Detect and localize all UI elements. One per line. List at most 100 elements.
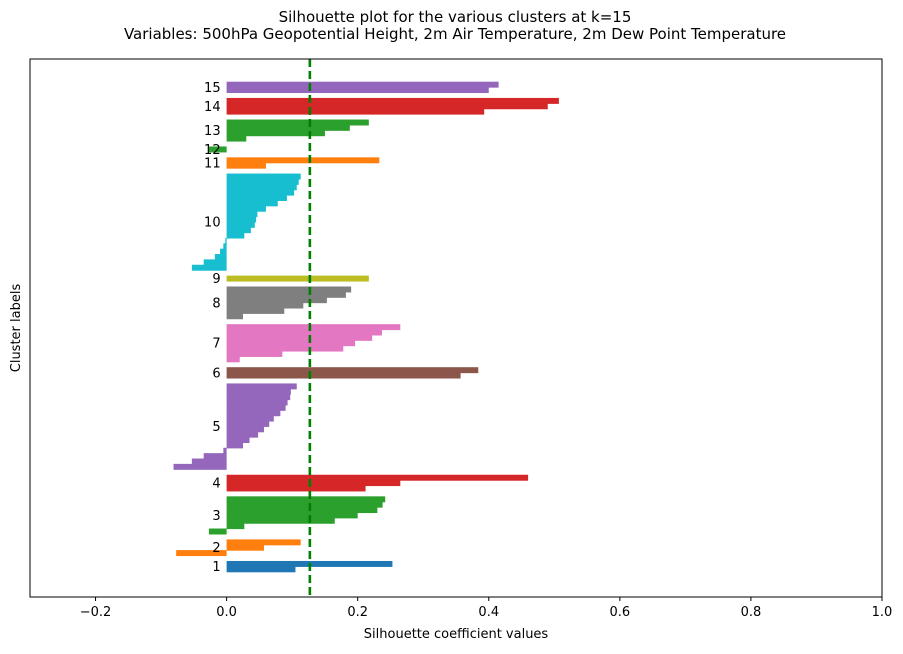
silhouette-bar-cluster-10	[226, 173, 301, 180]
cluster-label-5: 5	[212, 420, 220, 435]
silhouette-bar-cluster-10	[220, 248, 227, 255]
silhouette-bar-cluster-2	[226, 539, 301, 546]
x-tick-label: 0.2	[347, 605, 368, 620]
silhouette-bar-cluster-10	[203, 259, 227, 266]
silhouette-bar-cluster-15	[226, 81, 499, 88]
silhouette-bar-cluster-13	[226, 119, 369, 126]
silhouette-bar-cluster-7	[226, 345, 344, 352]
cluster-label-3: 3	[212, 509, 220, 524]
silhouette-bar-cluster-5	[173, 463, 227, 470]
silhouette-bar-cluster-3	[226, 501, 383, 508]
silhouette-bar-cluster-9	[226, 275, 369, 282]
silhouette-bar-cluster-5	[203, 453, 227, 460]
silhouette-bar-cluster-13	[226, 135, 247, 142]
cluster-label-11: 11	[204, 157, 221, 172]
silhouette-bar-cluster-8	[226, 291, 346, 298]
x-tick-label: 0.4	[478, 605, 499, 620]
x-axis-label: Silhouette coefficient values	[364, 627, 549, 642]
silhouette-bar-cluster-10	[223, 243, 227, 250]
x-tick-label: 0.6	[610, 605, 631, 620]
silhouette-bar-cluster-5	[226, 383, 297, 390]
silhouette-bar-cluster-3	[226, 507, 378, 514]
silhouette-bar-cluster-6	[226, 367, 479, 374]
silhouette-bar-cluster-5	[226, 410, 281, 417]
silhouette-bar-cluster-5	[226, 426, 264, 433]
x-tick-label: 0.0	[216, 605, 237, 620]
silhouette-bar-cluster-5	[226, 420, 270, 427]
silhouette-bar-cluster-3	[226, 496, 386, 503]
silhouette-bar-cluster-13	[226, 130, 325, 137]
silhouette-bar-cluster-5	[226, 437, 250, 444]
cluster-label-14: 14	[204, 100, 221, 115]
silhouette-bar-cluster-8	[226, 286, 352, 293]
silhouette-bar-cluster-3	[226, 517, 335, 524]
cluster-label-9: 9	[212, 272, 220, 287]
silhouette-bar-cluster-10	[226, 189, 295, 196]
silhouette-bar-cluster-7	[226, 324, 401, 331]
silhouette-bar-cluster-6	[226, 372, 461, 379]
cluster-label-1: 1	[212, 560, 220, 575]
silhouette-bar-cluster-4	[226, 474, 529, 481]
silhouette-bar-cluster-7	[226, 334, 373, 341]
silhouette-bar-cluster-5	[226, 388, 291, 395]
cluster-label-8: 8	[212, 296, 220, 311]
silhouette-bar-cluster-5	[226, 415, 274, 422]
silhouette-bar-cluster-5	[226, 431, 259, 438]
silhouette-bar-cluster-2	[226, 544, 264, 551]
cluster-label-15: 15	[204, 81, 221, 96]
silhouette-bar-cluster-5	[191, 458, 227, 465]
x-tick-label: −0.2	[80, 605, 112, 620]
x-axis-ticks: −0.2 0.0 0.2 0.4 0.6 0.8 1.0	[80, 597, 893, 620]
silhouette-bar-cluster-5	[226, 399, 288, 406]
silhouette-bar-cluster-3	[226, 512, 358, 519]
silhouette-bar-cluster-5	[226, 404, 286, 411]
silhouette-bar-cluster-10	[226, 195, 287, 201]
silhouette-bar-cluster-10	[226, 200, 278, 207]
cluster-label-4: 4	[212, 477, 220, 492]
silhouette-bar-cluster-14	[226, 97, 559, 104]
cluster-label-6: 6	[212, 366, 220, 381]
cluster-label-12: 12	[204, 143, 221, 158]
silhouette-bar-cluster-14	[226, 103, 548, 110]
silhouette-bar-cluster-11	[226, 162, 266, 169]
silhouette-bars	[173, 81, 559, 573]
silhouette-bar-cluster-3	[226, 523, 245, 530]
silhouette-bar-cluster-10	[226, 216, 257, 223]
silhouette-bar-cluster-10	[226, 205, 266, 212]
plot-frame	[29, 58, 883, 598]
silhouette-bar-cluster-12	[208, 146, 227, 153]
silhouette-bar-cluster-10	[225, 237, 227, 244]
silhouette-bar-cluster-10	[226, 211, 258, 218]
silhouette-bar-cluster-10	[191, 264, 227, 271]
cluster-label-2: 2	[212, 541, 220, 556]
silhouette-bar-cluster-8	[226, 313, 243, 320]
silhouette-bar-cluster-7	[226, 356, 240, 363]
silhouette-bar-cluster-10	[226, 227, 251, 234]
silhouette-bar-cluster-4	[226, 480, 401, 487]
x-tick-label: 1.0	[872, 605, 893, 620]
chart-subtitle: Variables: 500hPa Geopotential Height, 2…	[124, 25, 786, 43]
silhouette-bar-cluster-5	[226, 394, 291, 401]
silhouette-bar-cluster-10	[226, 232, 245, 239]
silhouette-bar-cluster-10	[226, 178, 299, 185]
silhouette-bar-cluster-11	[226, 157, 380, 164]
silhouette-bar-cluster-10	[226, 184, 297, 191]
x-tick-label: 0.8	[741, 605, 762, 620]
silhouette-bar-cluster-8	[226, 297, 327, 304]
cluster-label-13: 13	[204, 124, 221, 139]
silhouette-bar-cluster-1	[226, 566, 296, 573]
cluster-label-10: 10	[204, 216, 221, 231]
silhouette-bar-cluster-7	[226, 340, 356, 347]
silhouette-bar-cluster-7	[226, 350, 283, 357]
chart-title: Silhouette plot for the various clusters…	[279, 8, 632, 26]
silhouette-bar-cluster-8	[226, 302, 304, 309]
silhouette-bar-cluster-13	[226, 124, 350, 131]
silhouette-bar-cluster-3	[208, 528, 227, 535]
silhouette-bar-cluster-10	[226, 221, 255, 228]
silhouette-bar-cluster-10	[214, 254, 227, 260]
silhouette-bar-cluster-2	[176, 550, 227, 557]
silhouette-bar-cluster-5	[223, 447, 227, 454]
silhouette-bar-cluster-14	[226, 108, 485, 115]
